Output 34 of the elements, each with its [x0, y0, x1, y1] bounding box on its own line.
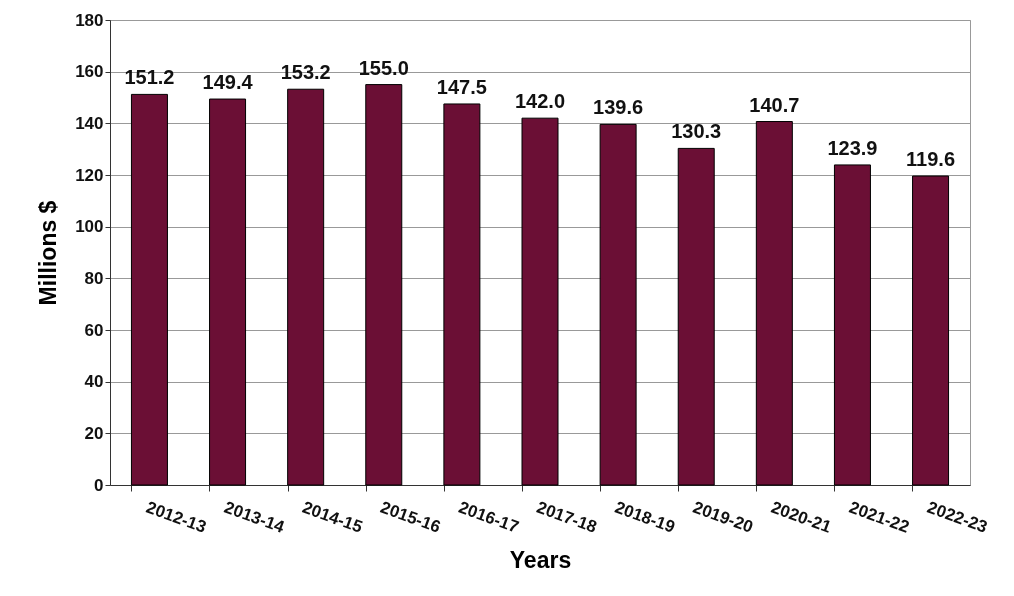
bar	[599, 123, 637, 486]
bar	[755, 121, 793, 486]
bar	[521, 117, 559, 486]
data-label: 140.7	[749, 93, 800, 116]
bar	[443, 103, 481, 486]
y-tick-label: 180	[75, 10, 104, 30]
bar	[130, 93, 168, 486]
data-label: 123.9	[827, 136, 878, 159]
y-tick-label: 140	[75, 113, 104, 133]
data-label: 142.0	[514, 90, 566, 113]
bar	[365, 84, 403, 486]
data-label: 119.6	[906, 148, 956, 171]
y-tick-label: 0	[94, 475, 104, 495]
y-tick-label: 160	[75, 62, 104, 82]
bar	[209, 98, 247, 486]
y-tick-label: 100	[75, 217, 104, 237]
y-tick-label: 20	[84, 423, 104, 443]
bar	[833, 164, 871, 486]
data-label: 147.5	[436, 75, 487, 98]
bar	[912, 175, 950, 486]
data-label: 153.2	[280, 61, 331, 84]
data-label: 130.3	[671, 120, 722, 143]
data-label: 155.0	[358, 56, 409, 79]
data-label: 139.6	[593, 96, 644, 119]
y-tick-label: 60	[84, 320, 104, 340]
data-label: 149.4	[202, 71, 254, 94]
y-tick-label: 80	[84, 268, 104, 288]
bar	[677, 147, 715, 486]
bar	[287, 88, 325, 486]
y-tick-label: 40	[84, 372, 104, 392]
y-tick-label: 120	[75, 165, 104, 185]
data-label: 151.2	[124, 66, 175, 89]
y-axis-title: Millions $	[35, 200, 62, 306]
x-axis-title: Years	[509, 546, 572, 573]
